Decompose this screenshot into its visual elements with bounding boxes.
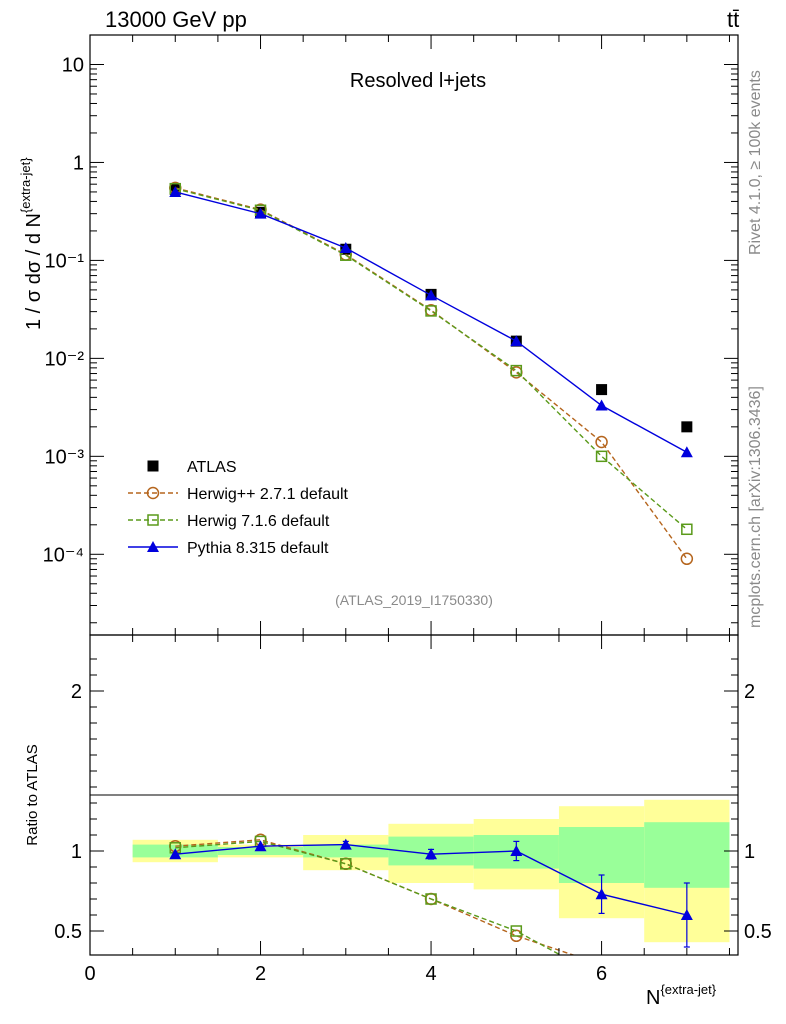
ratio-xlabel-superscript: {extra-jet} <box>660 982 716 997</box>
ratio-point-pythia-8-315-default <box>510 845 523 856</box>
main-ytick-label: 10⁻¹ <box>45 250 85 272</box>
ratio-ticks-layer: 0.5 0.5 1 1 2 2 0 2 4 6 <box>54 635 772 985</box>
main-point-herwig-7-1-6-default <box>681 523 693 536</box>
ratio-xtick-label: 6 <box>596 963 607 985</box>
side-site-text: mcplots.cern.ch [arXiv:1306.3436] <box>747 386 764 628</box>
legend-marker-pythia-8-315-default <box>147 541 159 552</box>
ratio-ytick-label: 1 <box>71 841 82 863</box>
main-ylabel: 1 / σ dσ / d N{extra-jet} <box>18 157 45 330</box>
legend-marker-atlas <box>147 460 159 472</box>
main-title: Resolved l+jets <box>350 70 486 92</box>
ratio-ytick-label-right: 0.5 <box>744 921 772 943</box>
ratio-point-pythia-8-315-default <box>339 838 352 850</box>
analysis-id: (ATLAS_2019_I1750330) <box>335 592 493 608</box>
main-ytick-label: 1 <box>73 152 84 174</box>
main-series-layer <box>169 181 694 566</box>
legend-label-herwig-2-7-1-default: Herwig++ 2.7.1 default <box>187 486 349 503</box>
main-point-atlas <box>681 421 693 433</box>
legend-marker-herwig-7-1-6-default <box>147 514 159 526</box>
ratio-xtick-label: 4 <box>425 963 436 985</box>
ratio-panel: 0.5 0.5 1 1 2 2 0 2 4 6 Ratio to ATLAS N{extra-je… <box>24 634 772 1009</box>
main-ticks-layer: 10 1 10⁻¹ 10⁻² 10⁻³ 10⁻⁴ <box>43 34 738 635</box>
main-ylabel-text: 1 / σ dσ / d N <box>23 213 45 330</box>
ratio-point-pythia-8-315-default <box>595 888 608 900</box>
ratio-frame <box>89 634 739 956</box>
legend: ATLAS Herwig++ 2.7.1 default Herwig 7.1.6 … <box>128 459 349 557</box>
ratio-band-inner <box>558 827 645 883</box>
main-point-herwig-2-7-1-default <box>595 435 608 449</box>
legend-label-pythia-8-315-default: Pythia 8.315 default <box>187 540 329 557</box>
ratio-point-pythia-8-315-default <box>254 840 267 852</box>
legend-label-atlas: ATLAS <box>187 459 237 476</box>
legend-marker-herwig-2-7-1-default <box>146 486 160 500</box>
main-point-herwig-2-7-1-default <box>680 552 694 566</box>
process-label: tt̄ <box>727 7 739 32</box>
ratio-point-pythia-8-315-default <box>425 848 438 860</box>
main-point-pythia-8-315-default <box>425 289 438 301</box>
ratio-ytick-label: 0.5 <box>54 921 82 943</box>
ratio-ytick-label-right: 1 <box>744 841 755 863</box>
main-point-pythia-8-315-default <box>169 185 182 197</box>
ratio-band-inner <box>644 822 730 888</box>
ratio-point-herwig-7-1-6-default <box>425 893 437 905</box>
main-line-herwig-7-1-6-default <box>175 188 688 530</box>
ratio-point-pythia-8-315-default <box>169 848 182 860</box>
main-point-herwig-7-1-6-default <box>425 305 437 317</box>
main-point-pythia-8-315-default <box>510 335 523 347</box>
ratio-bands-layer <box>132 799 730 943</box>
ratio-point-herwig-7-1-6-default <box>340 858 352 870</box>
main-point-herwig-7-1-6-default <box>595 450 608 463</box>
main-point-pythia-8-315-default <box>339 241 352 253</box>
main-point-pythia-8-315-default <box>254 207 267 219</box>
main-ylabel-superscript: {extra-jet} <box>18 157 33 213</box>
main-line-pythia-8-315-default <box>175 191 688 453</box>
ratio-point-herwig-7-1-6-default <box>510 925 523 937</box>
energy-label: 13000 GeV pp <box>105 7 247 32</box>
main-ytick-label: 10⁻⁴ <box>43 544 84 566</box>
ratio-band-inner <box>303 844 389 858</box>
ratio-xtick-label: 0 <box>84 963 95 985</box>
main-point-atlas <box>596 384 608 396</box>
side-rivet-text: Rivet 4.1.0, ≥ 100k events <box>747 70 764 255</box>
main-ytick-label: 10⁻² <box>45 348 85 370</box>
main-point-herwig-7-1-6-default <box>510 364 523 377</box>
ratio-point-pythia-8-315-default <box>680 909 693 920</box>
main-line-herwig-2-7-1-default <box>175 187 688 560</box>
main-ytick-label: 10⁻³ <box>45 446 85 468</box>
ratio-series-layer <box>169 833 693 955</box>
ratio-ytick-label-right: 2 <box>744 681 755 703</box>
main-point-pythia-8-315-default <box>595 399 608 411</box>
ratio-ytick-label: 2 <box>71 681 82 703</box>
ratio-xtick-label: 2 <box>255 963 266 985</box>
ratio-xlabel-text: N <box>646 987 660 1009</box>
legend-label-herwig-7-1-6-default: Herwig 7.1.6 default <box>187 513 330 530</box>
main-point-pythia-8-315-default <box>680 446 693 458</box>
ratio-ylabel: Ratio to ATLAS <box>24 744 41 845</box>
ratio-line-herwig-7-1-6-default <box>175 840 562 955</box>
main-ytick-label: 10 <box>62 54 84 76</box>
ratio-xlabel: N{extra-jet} <box>646 982 717 1009</box>
main-panel: 10 1 10⁻¹ 10⁻² 10⁻³ 10⁻⁴ Resolved l+jets (ATL… <box>18 34 739 636</box>
